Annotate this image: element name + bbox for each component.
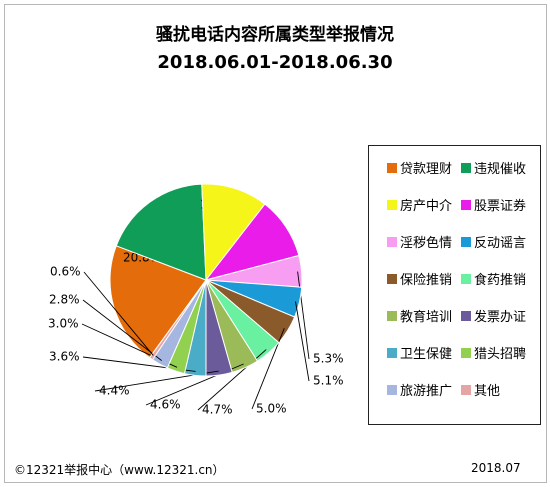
legend-swatch bbox=[387, 347, 397, 358]
legend-swatch bbox=[387, 199, 397, 210]
legend-swatch bbox=[461, 273, 471, 284]
legend-label: 发票办证 bbox=[474, 310, 527, 325]
slice-data-label: 0.6% bbox=[50, 265, 81, 279]
slice-data-label: 3.0% bbox=[48, 317, 79, 331]
legend-swatch bbox=[461, 384, 471, 395]
legend-item: 保险推销 bbox=[387, 269, 452, 288]
legend-label: 反动谣言 bbox=[474, 236, 527, 251]
legend-swatch bbox=[387, 236, 397, 247]
leader-line bbox=[251, 328, 285, 410]
legend-label: 违规催收 bbox=[474, 162, 527, 177]
legend: 贷款理财 违规催收房产中介 股票证券淫秽色情 反动谣言保险推销 食药推销教育培训 发票办证… bbox=[368, 145, 541, 425]
slice-data-label: 4.7% bbox=[202, 403, 233, 417]
slice-data-label: 5.1% bbox=[313, 374, 344, 388]
legend-label: 淫秽色情 bbox=[400, 236, 453, 251]
legend-swatch bbox=[461, 347, 471, 358]
legend-item: 卫生保健 bbox=[387, 343, 452, 362]
legend-label: 其他 bbox=[474, 384, 501, 399]
legend-swatch bbox=[387, 384, 397, 395]
slice-data-label: 4.4% bbox=[99, 384, 130, 398]
chart-title: 骚扰电话内容所属类型举报情况 bbox=[156, 25, 394, 45]
legend-label: 食药推销 bbox=[474, 273, 527, 288]
legend-label: 教育培训 bbox=[400, 310, 453, 325]
legend-item: 发票办证 bbox=[461, 306, 526, 325]
legend-label: 房产中介 bbox=[400, 199, 453, 214]
chart-subtitle: 2018.06.01-2018.06.30 bbox=[157, 52, 393, 73]
legend-item: 违规催收 bbox=[461, 158, 526, 177]
legend-label: 猎头招聘 bbox=[474, 347, 527, 362]
legend-item: 猎头招聘 bbox=[461, 343, 526, 362]
slice-data-label: 5.3% bbox=[313, 352, 344, 366]
legend-item: 房产中介 bbox=[387, 195, 452, 214]
legend-label: 卫生保健 bbox=[400, 347, 453, 362]
legend-swatch bbox=[387, 310, 397, 321]
legend-swatch bbox=[387, 162, 397, 173]
legend-item: 股票证券 bbox=[461, 195, 526, 214]
leader-line bbox=[297, 271, 310, 360]
legend-item: 贷款理财 bbox=[387, 158, 452, 177]
leader-line bbox=[83, 271, 154, 356]
legend-item: 食药推销 bbox=[461, 269, 526, 288]
report-date: 2018.07 bbox=[471, 461, 521, 475]
slice-data-label: 2.8% bbox=[49, 293, 80, 307]
legend-swatch bbox=[387, 273, 397, 284]
slice-data-label: 4.6% bbox=[150, 398, 181, 412]
legend-item: 旅游推广 bbox=[387, 380, 452, 399]
source-credit: ©12321举报中心（www.12321.cn） bbox=[14, 463, 225, 477]
legend-swatch bbox=[461, 310, 471, 321]
legend-swatch bbox=[461, 162, 471, 173]
pie-slice bbox=[148, 279, 207, 361]
leader-line bbox=[82, 299, 162, 361]
slice-data-label: 5.0% bbox=[256, 402, 287, 416]
legend-item: 其他 bbox=[461, 380, 500, 399]
leader-line bbox=[295, 301, 310, 382]
legend-label: 股票证券 bbox=[474, 199, 527, 214]
pie-slice bbox=[115, 183, 207, 281]
legend-item: 教育培训 bbox=[387, 306, 452, 325]
legend-swatch bbox=[461, 236, 471, 247]
legend-label: 保险推销 bbox=[400, 273, 453, 288]
legend-label: 旅游推广 bbox=[400, 384, 453, 399]
legend-swatch bbox=[461, 199, 471, 210]
pie-slice bbox=[201, 183, 266, 282]
legend-label: 贷款理财 bbox=[400, 162, 453, 177]
legend-item: 淫秽色情 bbox=[387, 232, 452, 251]
slice-data-label: 3.6% bbox=[49, 350, 80, 364]
legend-item: 反动谣言 bbox=[461, 232, 526, 251]
